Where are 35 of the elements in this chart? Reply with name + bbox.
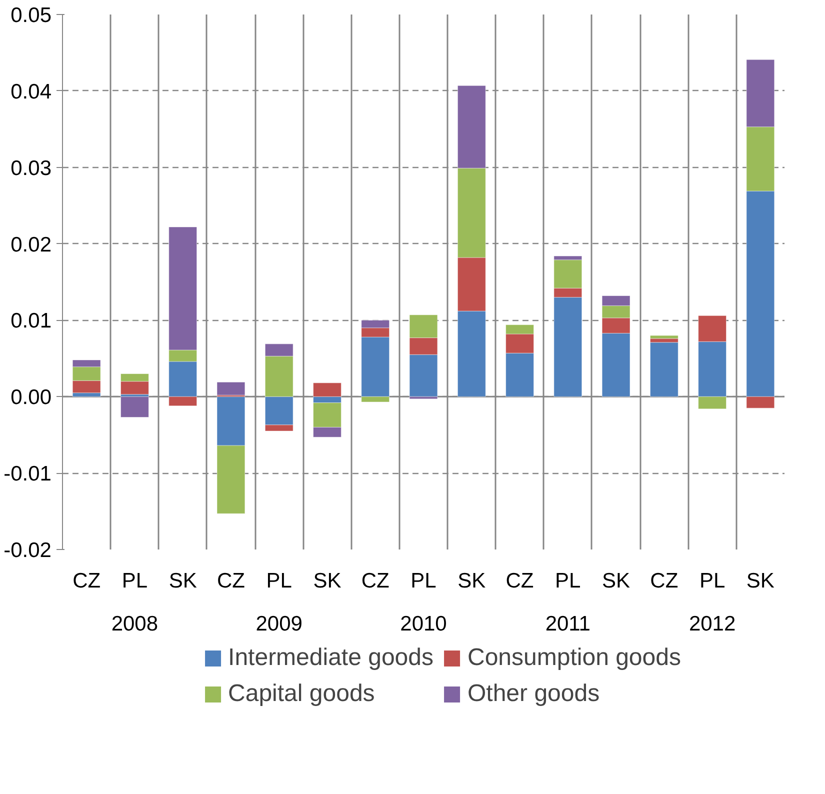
y-tick-label: 0.00: [10, 386, 52, 410]
text: 2011: [545, 612, 590, 636]
x-tick-label: SK: [602, 570, 630, 592]
y-tick-label: -0.02: [4, 539, 52, 562]
x-tick-label: CZ: [72, 570, 101, 592]
y-tick-label: 0.03: [10, 156, 52, 180]
x-tick-label: CZ: [361, 570, 390, 592]
text: 2008: [111, 612, 158, 636]
x-tick-label: PL: [266, 570, 292, 592]
text: 2010: [400, 612, 447, 636]
x-tick-label: PL: [699, 570, 726, 592]
legend-label: Other goods: [468, 680, 600, 708]
y-tick-label: 0.05: [10, 4, 52, 27]
bar: [120, 396, 149, 418]
x-tick-label: CZ: [216, 570, 246, 592]
y-tick-label: 0.01: [10, 310, 52, 333]
x-tick-label: SK: [168, 570, 197, 592]
y-tick-label: -0.01: [4, 462, 52, 486]
y-tick-label: 0.02: [10, 233, 52, 256]
text: 2009: [256, 612, 302, 636]
x-tick-label: CZ: [506, 570, 534, 592]
x-tick-label: PL: [410, 570, 436, 592]
x-tick-label: SK: [313, 570, 342, 592]
legend-label: Consumption goods: [468, 644, 681, 672]
y-tick-label: 0.04: [10, 80, 52, 104]
x-tick-label: CZ: [650, 570, 678, 592]
text: 2012: [688, 612, 736, 636]
x-tick-label: PL: [555, 570, 581, 592]
bar: [650, 335, 678, 339]
legend-label: Intermediate goods: [228, 644, 434, 672]
bar: [650, 342, 678, 397]
x-tick-label: SK: [746, 570, 774, 592]
x-tick-label: SK: [458, 570, 486, 592]
legend-label: Capital goods: [228, 680, 375, 708]
x-tick-label: PL: [122, 570, 148, 592]
